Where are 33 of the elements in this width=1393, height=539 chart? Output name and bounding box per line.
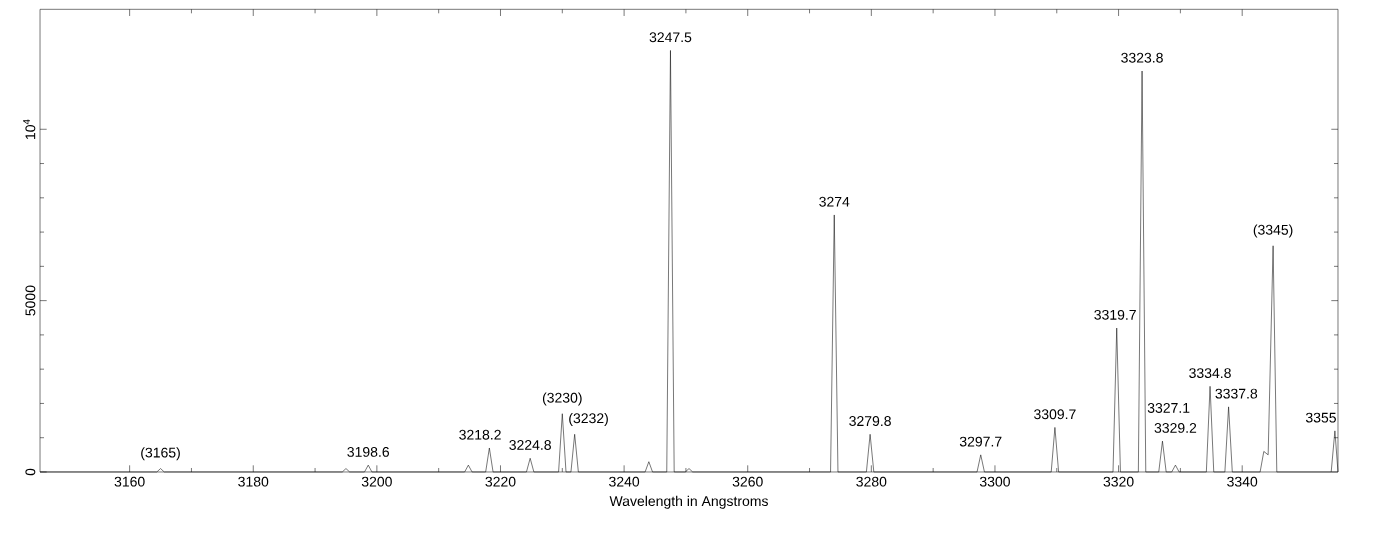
annotation: 3297.7 xyxy=(959,436,1002,447)
x-tick-label: 3320 xyxy=(1103,476,1134,487)
y-tick-label: 0 xyxy=(25,468,36,476)
x-tick-label: 3340 xyxy=(1227,476,1258,487)
annotation: 3337.8 xyxy=(1215,388,1258,399)
y-tick-label: 10$^{4}$ xyxy=(23,119,36,140)
annotation: (3230) xyxy=(542,392,582,406)
x-axis-title: Wavelength in Angstroms xyxy=(609,495,768,509)
annotation: (3232) xyxy=(569,412,608,427)
x-tick-label: 3260 xyxy=(732,476,763,487)
annotation: 3218.2 xyxy=(459,429,501,440)
annotation: (3345) xyxy=(1253,224,1293,238)
y-tick-label: 5000 xyxy=(25,285,36,316)
annotation: 3274 xyxy=(819,196,850,207)
x-tick-label: 3240 xyxy=(609,476,640,487)
x-tick-label: 3220 xyxy=(485,476,516,487)
annotation: 3224.8 xyxy=(509,440,551,451)
annotation: 3323.8 xyxy=(1121,52,1163,63)
annotation: 3329.2 xyxy=(1154,422,1197,433)
annotation: 3319.7 xyxy=(1094,309,1136,320)
annotation: 3247.5 xyxy=(649,32,692,43)
annotation: (3165) xyxy=(141,447,180,461)
x-tick-label: 3280 xyxy=(856,476,887,487)
x-tick-label: 3160 xyxy=(114,476,145,487)
annotation: 3355 xyxy=(1305,412,1336,423)
x-tick-label: 3200 xyxy=(361,476,392,487)
annotation: 3279.8 xyxy=(849,416,891,427)
annotation: 3198.6 xyxy=(347,446,390,457)
annotation: 3309.7 xyxy=(1034,409,1076,420)
x-tick-label: 3180 xyxy=(238,476,269,487)
x-tick-label: 3300 xyxy=(979,476,1010,487)
annotation: 3327.1 xyxy=(1147,402,1190,413)
annotation: 3334.8 xyxy=(1189,368,1231,379)
